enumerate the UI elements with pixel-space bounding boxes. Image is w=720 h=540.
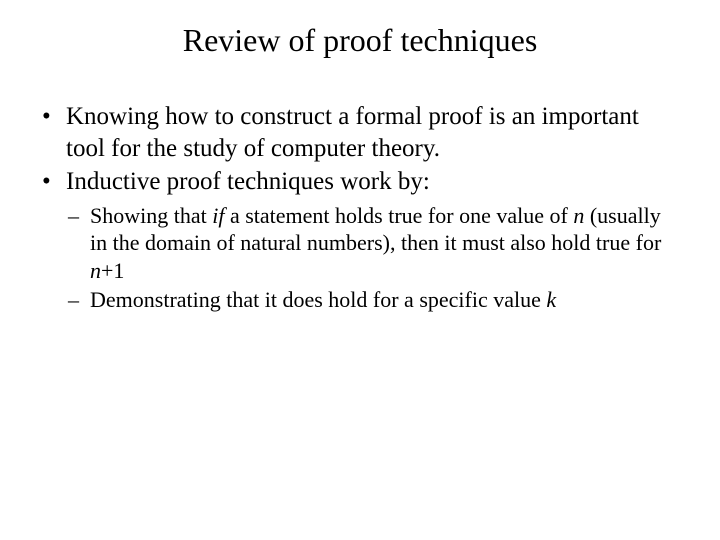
slide-title: Review of proof techniques	[40, 22, 680, 59]
bullet-item: Inductive proof techniques work by: Show…	[40, 166, 680, 314]
italic-text: k	[546, 287, 556, 312]
italic-text: n	[573, 203, 584, 228]
bullet-text: Inductive proof techniques work by:	[66, 168, 430, 195]
bullet-item: Knowing how to construct a formal proof …	[40, 101, 680, 164]
sub-bullet-item: Demonstrating that it does hold for a sp…	[66, 286, 680, 314]
bullet-text: Knowing how to construct a formal proof …	[66, 103, 639, 162]
italic-text: if	[212, 203, 224, 228]
text-segment: +1	[101, 258, 124, 283]
bullet-list-level1: Knowing how to construct a formal proof …	[40, 101, 680, 314]
text-segment: Showing that	[90, 203, 212, 228]
text-segment: a statement holds true for one value of	[224, 203, 573, 228]
sub-bullet-item: Showing that if a statement holds true f…	[66, 202, 680, 285]
bullet-list-level2: Showing that if a statement holds true f…	[66, 202, 680, 314]
text-segment: Demonstrating that it does hold for a sp…	[90, 287, 546, 312]
italic-text: n	[90, 258, 101, 283]
